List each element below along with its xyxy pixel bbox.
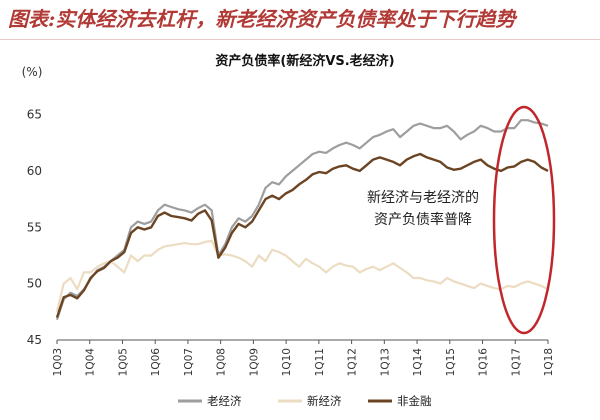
annotation-line-1: 新经济与老经济的 [367,190,479,206]
y-tick-label: 60 [27,164,42,178]
series-line-3 [55,152,549,318]
chart-title: 资产负债率(新经济VS.老经济) [215,53,394,69]
y-axis: 45 50 55 60 65 [27,108,42,347]
x-tick-label: 1Q17 [510,348,522,376]
x-tick-label: 1Q10 [281,348,293,376]
y-tick-label: 55 [27,220,42,234]
x-tick-label: 1Q08 [216,348,228,376]
legend: 老经济 新经济 非金融 [178,394,432,408]
series-line-2 [55,239,549,313]
chart-svg: 资产负债率(新经济VS.老经济) (%) 45 50 55 60 65 1Q03 1Q04… [22,53,556,408]
page-title: 图表:实体经济去杠杆，新老经济资产负债率处于下行趋势 [0,0,600,40]
y-unit-label: (%) [22,65,43,79]
y-tick-label: 50 [27,277,42,291]
x-tick-label: 1Q03 [52,348,64,376]
x-tick-label: 1Q13 [379,348,391,376]
x-tick-label: 1Q14 [412,348,424,377]
y-tick-label: 45 [27,333,42,347]
series-line-1 [55,119,549,321]
x-tick-label: 1Q15 [445,348,457,376]
annotation: 新经济与老经济的 资产负债率普降 [367,190,479,228]
legend-label-1: 老经济 [207,394,242,408]
x-tick-label: 1Q06 [150,348,162,377]
x-tick-label: 1Q18 [543,348,555,376]
x-tick-label: 1Q16 [478,348,490,377]
x-tick-label: 1Q07 [183,348,195,376]
y-tick-label: 65 [27,108,42,122]
legend-label-3: 非金融 [397,394,432,408]
x-tick-label: 1Q12 [347,348,359,376]
x-tick-label: 1Q05 [117,348,129,376]
x-axis: 1Q03 1Q04 1Q05 1Q06 1Q07 1Q08 1Q09 1Q10 1Q11 1Q12… [52,339,555,377]
x-tick-label: 1Q09 [248,348,260,376]
x-tick-label: 1Q11 [314,348,326,376]
x-tick-label: 1Q04 [85,348,97,377]
highlight-ellipse [492,105,556,335]
series-lines [55,119,549,321]
legend-label-2: 新经济 [307,394,342,408]
annotation-line-2: 资产负债率普降 [374,211,472,228]
